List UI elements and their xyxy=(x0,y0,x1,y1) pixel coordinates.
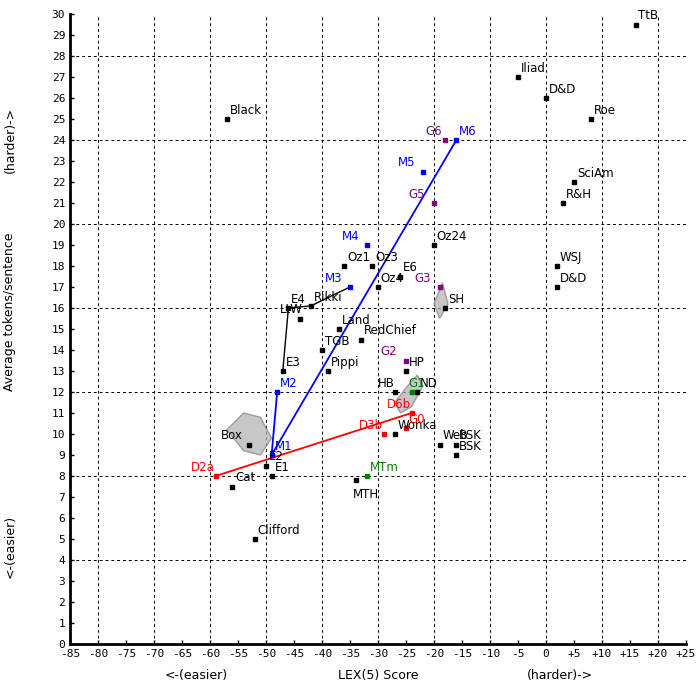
Text: G3: G3 xyxy=(414,272,431,285)
Text: Land: Land xyxy=(342,314,370,327)
Text: ND: ND xyxy=(420,377,438,390)
Text: M5: M5 xyxy=(398,156,415,169)
Text: HB: HB xyxy=(378,377,395,390)
Text: Oz4: Oz4 xyxy=(381,272,404,285)
Text: Wonka: Wonka xyxy=(398,419,437,432)
Text: Box: Box xyxy=(221,429,243,442)
Text: D2a: D2a xyxy=(190,461,214,474)
Text: Web: Web xyxy=(442,429,468,442)
Text: Average tokens/sentence: Average tokens/sentence xyxy=(4,232,17,391)
Text: Pippi: Pippi xyxy=(330,356,359,369)
Text: M2: M2 xyxy=(280,377,298,390)
Text: BSK: BSK xyxy=(459,429,482,442)
Text: (harder)->: (harder)-> xyxy=(527,669,593,682)
Text: TGB: TGB xyxy=(325,335,349,348)
Text: G2: G2 xyxy=(381,345,398,358)
Text: G5: G5 xyxy=(409,188,426,201)
Text: MTm: MTm xyxy=(370,461,398,474)
Text: Cat: Cat xyxy=(235,471,256,484)
Text: G6: G6 xyxy=(426,125,442,138)
Text: D6b: D6b xyxy=(386,398,410,411)
Text: E1: E1 xyxy=(274,461,289,474)
Text: D&D: D&D xyxy=(560,272,587,285)
Text: M3: M3 xyxy=(325,272,342,285)
Text: SH: SH xyxy=(448,293,464,306)
Text: Iliad: Iliad xyxy=(521,62,546,75)
Text: WSJ: WSJ xyxy=(560,251,582,264)
Text: Oz3: Oz3 xyxy=(375,251,398,264)
Polygon shape xyxy=(227,413,272,455)
Text: Black: Black xyxy=(230,104,262,117)
Text: M1: M1 xyxy=(274,440,292,453)
Text: E6: E6 xyxy=(403,261,418,274)
Text: E2: E2 xyxy=(269,450,284,463)
Text: (harder)->: (harder)-> xyxy=(4,107,17,173)
Text: Oz1: Oz1 xyxy=(347,251,370,264)
Text: G1: G1 xyxy=(409,377,426,390)
Text: M4: M4 xyxy=(342,230,359,243)
Text: <-(easier): <-(easier) xyxy=(4,514,17,578)
Text: RedChief: RedChief xyxy=(364,324,417,337)
Text: LtW: LtW xyxy=(280,303,303,316)
Text: MTH: MTH xyxy=(353,488,379,501)
Text: R&H: R&H xyxy=(566,188,592,201)
Text: Oz24: Oz24 xyxy=(437,230,468,243)
Polygon shape xyxy=(434,283,448,318)
Text: Clifford: Clifford xyxy=(258,524,300,537)
Text: E4: E4 xyxy=(291,293,306,306)
Text: <-(easier): <-(easier) xyxy=(164,669,228,682)
Text: G0: G0 xyxy=(409,412,426,426)
Text: E3: E3 xyxy=(286,356,300,369)
Polygon shape xyxy=(395,375,423,413)
Text: D&D: D&D xyxy=(549,83,576,96)
Text: M6: M6 xyxy=(459,125,477,138)
Text: Rikki: Rikki xyxy=(314,290,342,304)
Text: LEX(5) Score: LEX(5) Score xyxy=(337,669,419,682)
Text: Roe: Roe xyxy=(594,104,615,117)
Text: D3b: D3b xyxy=(358,419,382,432)
Text: TtB: TtB xyxy=(638,9,659,22)
Text: SciAm: SciAm xyxy=(577,167,613,180)
Text: BSK: BSK xyxy=(459,440,482,453)
Text: HP: HP xyxy=(409,356,424,369)
